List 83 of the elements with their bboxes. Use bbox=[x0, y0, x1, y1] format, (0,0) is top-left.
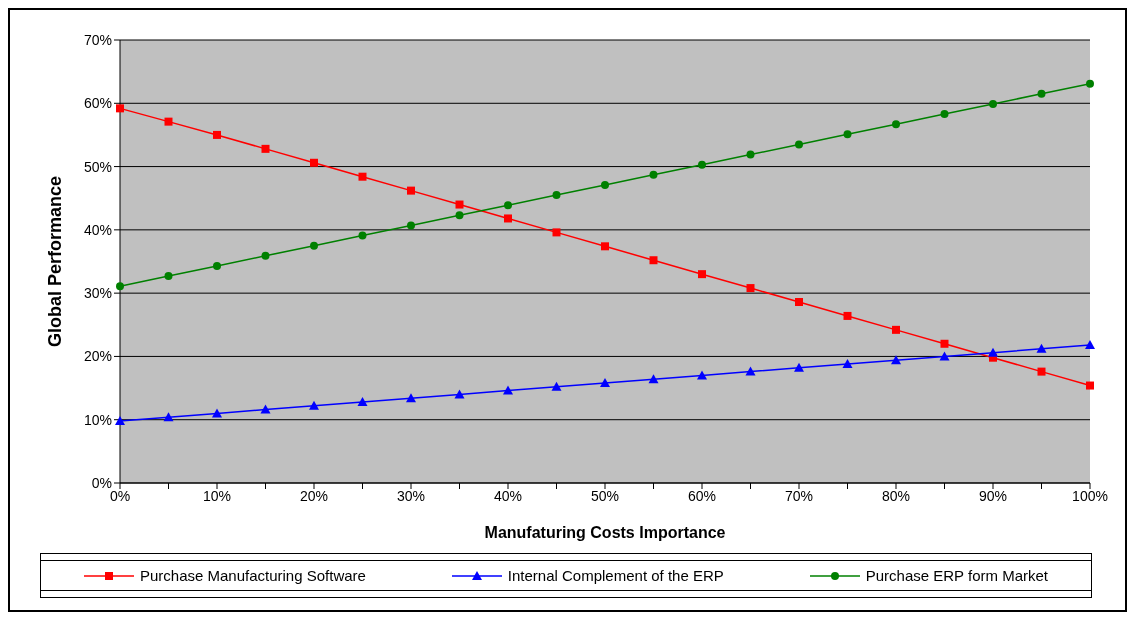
x-tick-label: 100% bbox=[1072, 487, 1108, 504]
point bbox=[698, 270, 706, 279]
x-tick-label: 0% bbox=[109, 487, 131, 504]
point bbox=[261, 251, 270, 260]
point bbox=[504, 201, 512, 210]
point bbox=[842, 359, 853, 369]
point bbox=[551, 381, 562, 391]
point bbox=[503, 385, 513, 395]
y-tick-label: 60% bbox=[83, 95, 112, 112]
x-tick-label: 30% bbox=[396, 487, 426, 504]
point bbox=[940, 110, 949, 119]
point bbox=[358, 172, 367, 181]
y-tick-label: 70% bbox=[83, 31, 112, 48]
point bbox=[212, 408, 222, 418]
point bbox=[745, 366, 756, 376]
x-tick-label: 50% bbox=[590, 487, 620, 504]
point bbox=[940, 339, 949, 348]
point bbox=[407, 221, 415, 230]
point bbox=[989, 99, 997, 108]
point bbox=[1086, 381, 1094, 390]
point bbox=[358, 231, 367, 240]
y-tick-label: 30% bbox=[83, 285, 112, 302]
point bbox=[261, 144, 270, 153]
point bbox=[309, 400, 319, 410]
x-tick-label: 60% bbox=[687, 487, 717, 504]
x-tick-label: 20% bbox=[299, 487, 329, 504]
x-tick-label: 40% bbox=[493, 487, 523, 504]
x-tick-label: 10% bbox=[202, 487, 232, 504]
x-tick-label: 70% bbox=[784, 487, 814, 504]
point bbox=[698, 160, 706, 169]
point bbox=[357, 396, 368, 406]
point bbox=[648, 374, 659, 384]
point bbox=[164, 272, 173, 281]
point bbox=[1085, 340, 1095, 350]
point bbox=[213, 261, 221, 270]
point bbox=[601, 242, 609, 251]
point bbox=[552, 228, 561, 237]
point bbox=[746, 150, 755, 159]
point bbox=[843, 311, 852, 320]
point bbox=[600, 378, 610, 388]
point bbox=[1086, 79, 1094, 88]
point bbox=[1036, 343, 1047, 353]
point bbox=[939, 351, 950, 361]
point bbox=[213, 130, 221, 139]
point bbox=[795, 140, 803, 149]
point bbox=[843, 130, 852, 139]
point bbox=[892, 325, 900, 334]
point bbox=[552, 191, 561, 200]
point bbox=[455, 200, 464, 209]
point bbox=[649, 170, 658, 179]
x-tick-label: 80% bbox=[881, 487, 911, 504]
point bbox=[1037, 367, 1046, 376]
point bbox=[795, 298, 803, 306]
x-tick-label: 90% bbox=[978, 487, 1008, 504]
legend-label: Purchase ERP form Market bbox=[865, 567, 1048, 584]
point bbox=[649, 256, 658, 265]
legend-label: Internal Complement of the ERP bbox=[507, 567, 724, 584]
point bbox=[454, 389, 465, 399]
point bbox=[891, 355, 901, 365]
point bbox=[746, 284, 755, 293]
point bbox=[163, 412, 174, 422]
legend-label: Purchase Manufacturing Software bbox=[139, 567, 366, 584]
point bbox=[1037, 89, 1046, 98]
x-axis-title: Manufaturing Costs Importance bbox=[484, 524, 726, 541]
point bbox=[164, 117, 173, 126]
point bbox=[455, 211, 464, 220]
y-tick-label: 0% bbox=[91, 474, 112, 491]
point bbox=[601, 180, 609, 189]
point bbox=[406, 393, 416, 403]
point bbox=[892, 120, 900, 129]
y-tick-label: 50% bbox=[83, 158, 112, 175]
y-tick-label: 10% bbox=[83, 411, 112, 428]
point bbox=[407, 186, 415, 195]
y-tick-label: 20% bbox=[83, 348, 112, 365]
point bbox=[794, 362, 804, 372]
point bbox=[310, 158, 318, 167]
point bbox=[260, 404, 271, 414]
point bbox=[310, 241, 318, 250]
point bbox=[504, 214, 512, 223]
point bbox=[988, 347, 998, 357]
y-axis-title: Global Performance bbox=[45, 175, 66, 348]
y-tick-label: 40% bbox=[83, 221, 112, 238]
point bbox=[697, 370, 707, 380]
